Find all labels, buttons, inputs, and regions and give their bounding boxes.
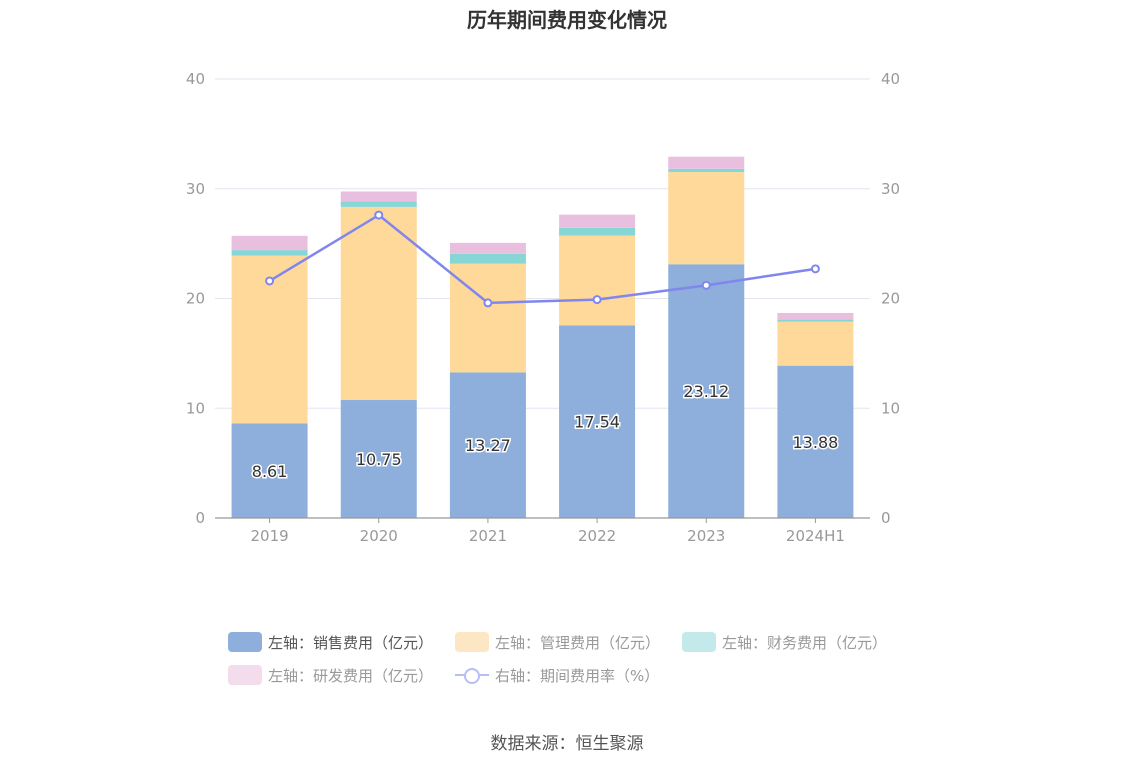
rate-point bbox=[265, 276, 275, 286]
left-axis-tick-label: 40 bbox=[186, 70, 205, 88]
right-axis-tick-label: 10 bbox=[881, 399, 900, 417]
legend: 左轴：销售费用（亿元） 左轴：管理费用（亿元） 左轴：财务费用（亿元） 左轴：研… bbox=[228, 630, 928, 696]
bar-value-label: 23.12 bbox=[683, 382, 729, 401]
rate-point bbox=[483, 298, 493, 308]
x-axis-tick-label: 2024H1 bbox=[786, 527, 845, 545]
legend-item-admin[interactable]: 左轴：管理费用（亿元） bbox=[455, 630, 660, 654]
legend-swatch-finance bbox=[682, 632, 717, 652]
bar-segment-finance bbox=[559, 227, 636, 236]
bar-value-label: 17.54 bbox=[574, 413, 620, 432]
legend-item-rate[interactable]: 右轴：期间费用率（%） bbox=[455, 663, 659, 687]
bar-segment-rd bbox=[668, 156, 745, 169]
legend-swatch-rate bbox=[455, 665, 490, 685]
bar-segment-sales bbox=[340, 400, 417, 518]
x-axis-tick-label: 2019 bbox=[250, 527, 288, 545]
legend-label-sales: 左轴：销售费用（亿元） bbox=[268, 633, 434, 652]
bar-segment-finance bbox=[340, 201, 417, 207]
bar-segment-rd bbox=[449, 242, 526, 254]
bar-segment-sales bbox=[559, 325, 636, 518]
bar-segment-admin bbox=[340, 206, 417, 401]
bar-segment-rd bbox=[559, 214, 636, 228]
bar-segment-sales bbox=[668, 264, 745, 518]
bar-value-label: 8.61 bbox=[252, 462, 288, 481]
bar-segment-admin bbox=[559, 235, 636, 326]
legend-swatch-admin bbox=[455, 632, 490, 652]
bar-segment-finance bbox=[231, 250, 308, 256]
bar-segment-sales bbox=[449, 372, 526, 518]
chart-plot: 0 10 20 30 40 0 10 20 30 40 8.61 2019 10.75 2020 13.27… bbox=[186, 70, 900, 545]
x-axis-tick-label: 2021 bbox=[469, 527, 507, 545]
bar-segment-admin bbox=[668, 172, 745, 265]
bar-segment-rd bbox=[231, 235, 308, 251]
legend-item-rd[interactable]: 左轴：研发费用（亿元） bbox=[228, 663, 433, 687]
rate-point bbox=[810, 264, 820, 274]
legend-label-rd: 左轴：研发费用（亿元） bbox=[268, 666, 434, 685]
bar-value-label: 10.75 bbox=[356, 450, 402, 469]
rate-point bbox=[592, 295, 602, 305]
x-axis-tick-label: 2020 bbox=[360, 527, 398, 545]
legend-label-rate: 右轴：期间费用率（%） bbox=[495, 666, 660, 685]
bar-segment-rd bbox=[777, 312, 854, 320]
legend-swatch-rd bbox=[228, 665, 262, 685]
left-axis-tick-label: 20 bbox=[186, 290, 205, 308]
bar-segment-finance bbox=[449, 253, 526, 264]
left-axis-tick-label: 30 bbox=[186, 180, 205, 198]
bar-segment-finance bbox=[668, 168, 745, 173]
right-axis-tick-label: 30 bbox=[881, 180, 900, 198]
rate-point bbox=[701, 280, 711, 290]
legend-swatch-sales bbox=[228, 632, 262, 652]
right-axis-tick-label: 40 bbox=[881, 70, 900, 88]
x-axis-tick-label: 2022 bbox=[578, 527, 616, 545]
bar-segment-rd bbox=[340, 191, 417, 202]
source-note: 数据来源：恒生聚源 bbox=[490, 734, 644, 754]
right-axis-tick-label: 0 bbox=[881, 509, 891, 527]
legend-label-finance: 左轴：财务费用（亿元） bbox=[722, 633, 888, 652]
bar-segment-finance bbox=[777, 319, 854, 322]
bar-value-label: 13.88 bbox=[793, 433, 839, 452]
bar-segment-sales bbox=[231, 423, 308, 518]
left-axis-tick-label: 10 bbox=[186, 399, 205, 417]
right-axis-tick-label: 20 bbox=[881, 290, 900, 308]
bar-segment-admin bbox=[777, 321, 854, 366]
legend-item-finance[interactable]: 左轴：财务费用（亿元） bbox=[682, 630, 887, 654]
rate-point bbox=[374, 210, 384, 220]
left-axis-tick-label: 0 bbox=[195, 509, 205, 527]
x-axis-tick-label: 2023 bbox=[687, 527, 725, 545]
chart-title: 历年期间费用变化情况 bbox=[467, 8, 667, 32]
legend-label-admin: 左轴：管理费用（亿元） bbox=[495, 633, 661, 652]
bar-value-label: 13.27 bbox=[465, 436, 511, 455]
rate-line bbox=[268, 213, 816, 305]
bar-segment-sales bbox=[777, 365, 854, 518]
legend-item-sales[interactable]: 左轴：销售费用（亿元） bbox=[228, 630, 433, 654]
